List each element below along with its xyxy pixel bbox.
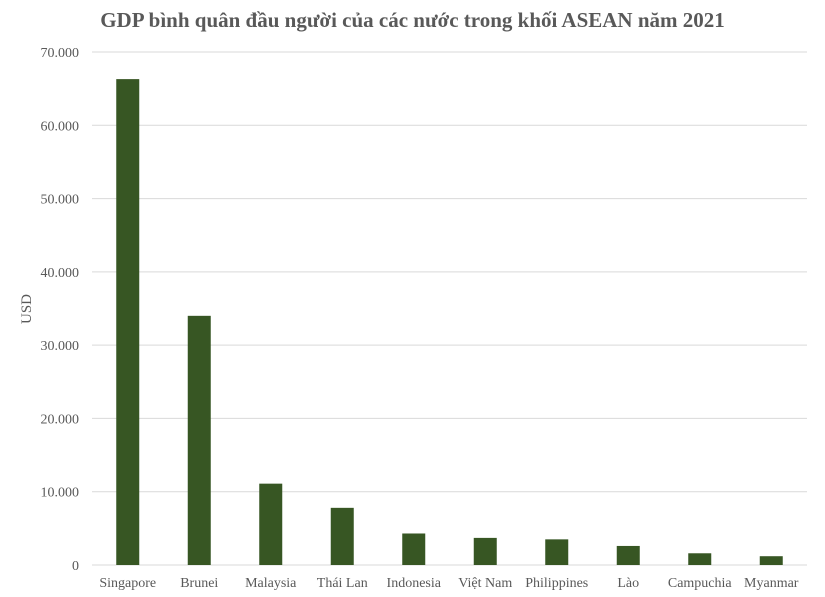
y-tick-label: 0 <box>72 559 79 574</box>
bar-4 <box>402 533 426 565</box>
bar-7 <box>616 545 640 565</box>
y-tick-label: 70.000 <box>41 46 80 61</box>
bar-5 <box>473 537 497 565</box>
x-tick-label: Việt Nam <box>458 576 512 591</box>
bar-6 <box>545 539 569 565</box>
y-tick-labels: 0 10.000 20.000 30.000 40.000 50.000 60.000 70.… <box>41 46 80 574</box>
y-axis-title: USD <box>19 294 35 324</box>
x-tick-labels: Singapore Brunei Malaysia Thái Lan Indonesia… <box>99 576 798 591</box>
y-tick-label: 10.000 <box>41 486 80 501</box>
chart-title: GDP bình quân đầu người của các nước tro… <box>100 8 725 32</box>
x-tick-label: Campuchia <box>668 576 733 591</box>
x-tick-label: Thái Lan <box>317 576 368 591</box>
bar-9 <box>759 556 783 565</box>
y-tick-label: 50.000 <box>41 193 80 208</box>
x-tick-label: Malaysia <box>245 576 297 591</box>
bar-1 <box>187 315 211 565</box>
bar-8 <box>688 553 712 565</box>
x-tick-label: Brunei <box>180 576 218 591</box>
y-tick-label: 40.000 <box>41 266 80 281</box>
x-tick-label: Myanmar <box>744 576 799 591</box>
bar-2 <box>259 483 283 565</box>
y-tick-label: 20.000 <box>41 412 80 427</box>
x-tick-label: Lào <box>617 576 639 591</box>
x-tick-label: Singapore <box>99 576 156 591</box>
gridlines <box>92 51 807 566</box>
x-tick-label: Philippines <box>525 576 588 591</box>
y-tick-label: 60.000 <box>41 119 80 134</box>
bar-0 <box>116 79 140 565</box>
bars <box>116 79 783 565</box>
y-tick-label: 30.000 <box>41 339 80 354</box>
x-tick-label: Indonesia <box>387 576 442 591</box>
bar-3 <box>330 507 354 565</box>
